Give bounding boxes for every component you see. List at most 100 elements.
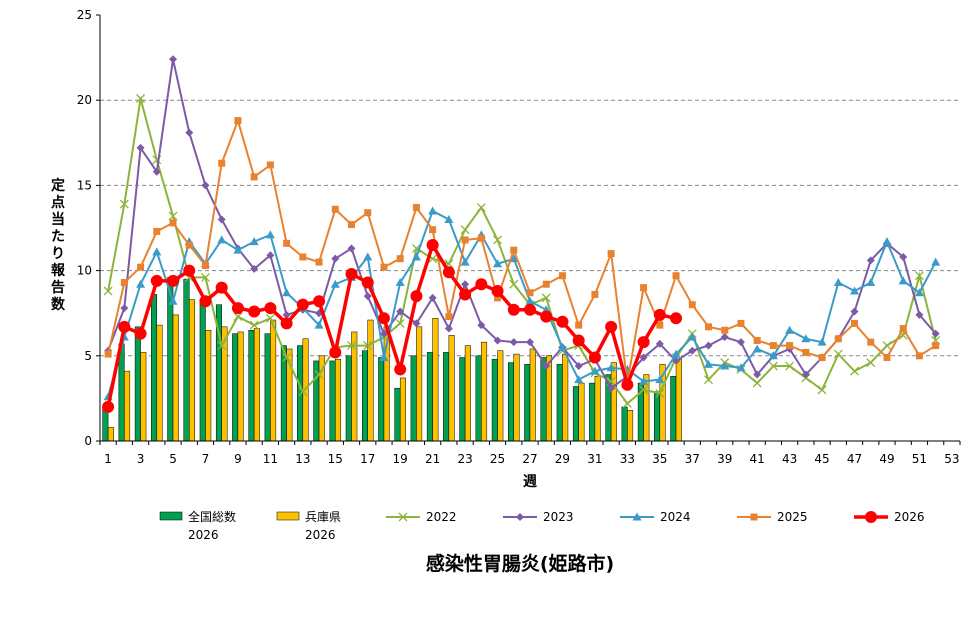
data-point xyxy=(314,320,324,329)
bar xyxy=(361,350,368,442)
data-point xyxy=(915,310,924,319)
data-point xyxy=(248,305,261,318)
data-point xyxy=(899,252,908,261)
data-point xyxy=(688,346,697,355)
legend-item: 2024 xyxy=(620,510,691,524)
data-point xyxy=(591,290,599,298)
bar xyxy=(394,387,401,442)
x-tick-labels: 1 3 5 7 9 11 13 15 17 19 21 23 25 27 29 31 33 35 37 39 41 43 4… xyxy=(104,452,959,466)
data-point xyxy=(395,278,405,287)
data-point xyxy=(380,263,388,271)
data-point xyxy=(898,276,908,285)
data-point xyxy=(866,256,875,265)
data-point xyxy=(752,378,762,388)
data-point xyxy=(542,362,551,371)
bar xyxy=(253,328,260,442)
data-point xyxy=(398,512,408,522)
bar xyxy=(183,278,190,442)
data-point xyxy=(639,376,649,385)
y-axis-title-char: 定 xyxy=(51,177,65,194)
data-point xyxy=(168,211,178,221)
data-point xyxy=(249,320,259,330)
y-tick-label: 20 xyxy=(77,93,92,107)
data-point xyxy=(639,353,648,362)
series-line xyxy=(107,59,937,390)
data-point xyxy=(637,336,650,349)
bar xyxy=(654,391,661,442)
data-point xyxy=(461,236,469,244)
data-point xyxy=(363,252,373,261)
data-point xyxy=(526,289,534,297)
bar xyxy=(232,333,239,442)
data-point xyxy=(167,274,180,287)
data-point xyxy=(120,279,128,287)
data-point xyxy=(134,327,147,340)
data-point xyxy=(136,279,146,288)
x-tick-label: 25 xyxy=(490,452,505,466)
data-point xyxy=(218,159,226,167)
data-point xyxy=(460,257,470,266)
x-tick-label: 17 xyxy=(360,452,375,466)
data-point xyxy=(850,286,860,295)
bar xyxy=(378,357,385,442)
data-point xyxy=(509,254,519,263)
data-point xyxy=(347,244,356,253)
bar xyxy=(513,353,520,442)
data-point xyxy=(264,302,277,315)
series-line xyxy=(107,117,937,384)
data-point xyxy=(494,294,502,302)
legend-label: 2025 xyxy=(777,510,808,524)
data-point xyxy=(672,272,680,280)
x-tick-label: 49 xyxy=(879,452,894,466)
data-point xyxy=(395,318,405,328)
data-point xyxy=(607,384,616,393)
data-point xyxy=(737,319,745,327)
data-point xyxy=(851,319,859,327)
bar xyxy=(464,345,471,442)
data-point xyxy=(477,234,485,242)
data-point xyxy=(834,335,842,343)
bar xyxy=(610,362,617,442)
data-point xyxy=(524,303,536,316)
data-point xyxy=(379,353,389,362)
y-axis-title-char: り xyxy=(51,246,65,262)
y-tick-label: 25 xyxy=(77,8,92,22)
line-series-group xyxy=(102,55,941,413)
data-point xyxy=(168,296,178,305)
bar xyxy=(432,318,439,442)
bar xyxy=(497,350,504,442)
grid-lines xyxy=(100,99,960,357)
data-point xyxy=(703,359,713,368)
data-point xyxy=(914,271,924,281)
data-point xyxy=(120,304,129,313)
data-point xyxy=(704,341,713,350)
x-tick-label: 45 xyxy=(814,452,829,466)
x-tick-label: 41 xyxy=(750,452,765,466)
legend-label: 2024 xyxy=(660,510,691,524)
data-point xyxy=(201,272,210,282)
data-point xyxy=(632,512,642,521)
series-line xyxy=(107,98,937,405)
data-point xyxy=(102,400,115,413)
y-axis-title-char: 報 xyxy=(51,262,66,279)
x-tick-label: 5 xyxy=(169,452,177,466)
legend: 全国総数 2026 兵庫県 2026 2022 2023 2024 2025 2026 xyxy=(159,509,925,542)
data-point xyxy=(445,313,453,321)
data-point xyxy=(721,326,729,334)
data-point xyxy=(622,399,632,408)
data-point xyxy=(313,295,326,308)
bar xyxy=(410,355,417,442)
data-point xyxy=(410,290,423,303)
data-point xyxy=(801,334,811,343)
bar xyxy=(508,362,515,442)
x-tick-label: 29 xyxy=(555,452,570,466)
data-point xyxy=(428,206,438,215)
data-point xyxy=(542,280,550,288)
data-point xyxy=(103,286,113,296)
data-point xyxy=(265,230,275,239)
data-point xyxy=(914,288,924,297)
bar xyxy=(621,406,628,442)
data-point xyxy=(152,167,161,176)
bar xyxy=(345,355,352,442)
